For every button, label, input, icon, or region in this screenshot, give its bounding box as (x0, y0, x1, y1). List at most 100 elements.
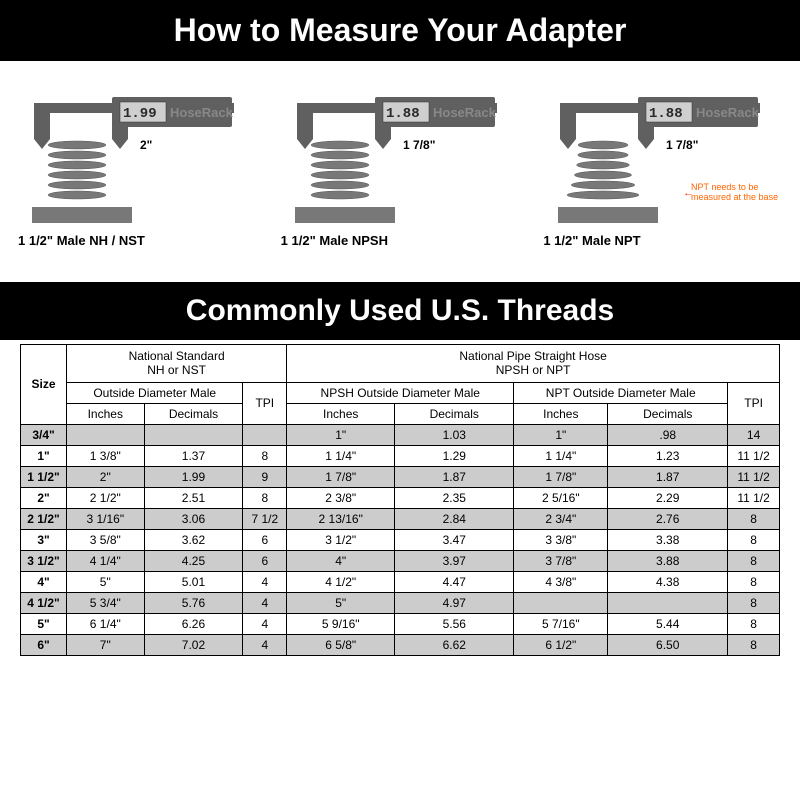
cell-npsh-dec: 4.97 (395, 592, 514, 613)
table-row: 1 1/2"2"1.9991 7/8"1.871 7/8"1.8711 1/2 (21, 466, 780, 487)
cell-ns-tpi: 4 (243, 613, 287, 634)
cell-npsh-dec: 4.47 (395, 571, 514, 592)
cell-ns-in: 6 1/4" (67, 613, 145, 634)
caliper-label: 1 1/2" Male NH / NST (8, 233, 145, 248)
caliper-icon: 1.88 HoseRack 1 7/8" (548, 89, 778, 229)
cell-ns-tpi: 8 (243, 487, 287, 508)
cell-npsh-in: 4" (287, 550, 395, 571)
cell-ns-in: 2 1/2" (67, 487, 145, 508)
cell-ns-tpi: 7 1/2 (243, 508, 287, 529)
caliper-block: 1.99 HoseRack 2" 1 1/2" Male NH / NST (8, 89, 267, 248)
cell-npt-dec: 5.44 (608, 613, 728, 634)
cell-ns-dec: 5.01 (144, 571, 243, 592)
cell-ns-dec: 6.26 (144, 613, 243, 634)
hdr-ns-tpi: TPI (243, 382, 287, 424)
table-row: 2 1/2"3 1/16"3.067 1/22 13/16"2.842 3/4"… (21, 508, 780, 529)
cell-npsh-in: 4 1/2" (287, 571, 395, 592)
hdr-npsh-decimals: Decimals (395, 403, 514, 424)
cell-npt-dec: 4.38 (608, 571, 728, 592)
cell-npsh-dec: 1.87 (395, 466, 514, 487)
cell-size: 3/4" (21, 424, 67, 445)
cell-npsh-in: 1" (287, 424, 395, 445)
cell-npsh-in: 6 5/8" (287, 634, 395, 655)
npt-note: NPT needs to be measured at the base (691, 183, 786, 203)
caliper-block: 1.88 HoseRack 1 7/8" 1 1/2" Male NPSH (271, 89, 530, 248)
cell-npsh-in: 5" (287, 592, 395, 613)
cell-np-tpi: 11 1/2 (728, 487, 780, 508)
cell-np-tpi: 8 (728, 571, 780, 592)
cell-ns-dec: 5.76 (144, 592, 243, 613)
cell-npsh-in: 2 3/8" (287, 487, 395, 508)
cell-ns-tpi: 4 (243, 571, 287, 592)
cell-npt-in: 5 7/16" (514, 613, 608, 634)
cell-size: 1 1/2" (21, 466, 67, 487)
cell-npsh-dec: 2.84 (395, 508, 514, 529)
cell-npt-in: 1 1/4" (514, 445, 608, 466)
cell-np-tpi: 14 (728, 424, 780, 445)
calipers-row: 1.99 HoseRack 2" 1 1/2" Male NH / NST 1.… (0, 61, 800, 262)
cell-size: 5" (21, 613, 67, 634)
table-banner: Commonly Used U.S. Threads (0, 282, 800, 340)
table-row: 3"3 5/8"3.6263 1/2"3.473 3/8"3.388 (21, 529, 780, 550)
cell-ns-tpi: 8 (243, 445, 287, 466)
cell-npt-dec: 1.23 (608, 445, 728, 466)
cell-np-tpi: 8 (728, 550, 780, 571)
svg-text:HoseRack: HoseRack (433, 105, 497, 120)
cell-npsh-in: 1 1/4" (287, 445, 395, 466)
cell-npsh-in: 1 7/8" (287, 466, 395, 487)
cell-ns-dec: 3.06 (144, 508, 243, 529)
cell-npt-in: 4 3/8" (514, 571, 608, 592)
cell-npt-in: 6 1/2" (514, 634, 608, 655)
top-banner: How to Measure Your Adapter (0, 0, 800, 61)
caliper-icon: 1.99 HoseRack 2" (22, 89, 252, 229)
cell-npsh-dec: 5.56 (395, 613, 514, 634)
hdr-npsh-inches: Inches (287, 403, 395, 424)
table-row: 3 1/2"4 1/4"4.2564"3.973 7/8"3.888 (21, 550, 780, 571)
cell-ns-in: 2" (67, 466, 145, 487)
cell-npt-in (514, 592, 608, 613)
cell-size: 2 1/2" (21, 508, 67, 529)
cell-np-tpi: 8 (728, 613, 780, 634)
cell-npsh-dec: 2.35 (395, 487, 514, 508)
table-row: 6"7"7.0246 5/8"6.626 1/2"6.508 (21, 634, 780, 655)
cell-ns-tpi: 4 (243, 634, 287, 655)
threads-table: Size National StandardNH or NST National… (20, 344, 780, 656)
cell-ns-dec: 4.25 (144, 550, 243, 571)
cell-np-tpi: 11 1/2 (728, 466, 780, 487)
hdr-npt-inches: Inches (514, 403, 608, 424)
hdr-npsh-od: NPSH Outside Diameter Male (287, 382, 514, 403)
cell-npsh-in: 5 9/16" (287, 613, 395, 634)
svg-text:1.88: 1.88 (649, 106, 683, 122)
cell-ns-in: 7" (67, 634, 145, 655)
table-row: 1"1 3/8"1.3781 1/4"1.291 1/4"1.2311 1/2 (21, 445, 780, 466)
cell-ns-in: 3 5/8" (67, 529, 145, 550)
table-row: 3/4"1"1.031".9814 (21, 424, 780, 445)
cell-npsh-dec: 6.62 (395, 634, 514, 655)
cell-size: 6" (21, 634, 67, 655)
svg-text:1 7/8": 1 7/8" (403, 138, 435, 152)
cell-ns-dec: 7.02 (144, 634, 243, 655)
svg-text:1.88: 1.88 (386, 106, 420, 122)
caliper-block: 1.88 HoseRack 1 7/8" 1 1/2" Male NPT←NPT… (533, 89, 792, 248)
cell-size: 3" (21, 529, 67, 550)
cell-size: 2" (21, 487, 67, 508)
svg-text:HoseRack: HoseRack (696, 105, 760, 120)
hdr-ns-decimals: Decimals (144, 403, 243, 424)
cell-ns-dec: 1.99 (144, 466, 243, 487)
table-row: 5"6 1/4"6.2645 9/16"5.565 7/16"5.448 (21, 613, 780, 634)
cell-ns-dec (144, 424, 243, 445)
cell-npt-dec (608, 592, 728, 613)
cell-ns-dec: 3.62 (144, 529, 243, 550)
cell-size: 3 1/2" (21, 550, 67, 571)
cell-npt-dec: 3.88 (608, 550, 728, 571)
cell-npt-in: 3 3/8" (514, 529, 608, 550)
cell-ns-tpi: 6 (243, 529, 287, 550)
cell-ns-in: 5 3/4" (67, 592, 145, 613)
cell-np-tpi: 8 (728, 634, 780, 655)
hdr-np-group: National Pipe Straight HoseNPSH or NPT (287, 345, 780, 383)
cell-size: 1" (21, 445, 67, 466)
cell-ns-dec: 2.51 (144, 487, 243, 508)
cell-ns-in: 5" (67, 571, 145, 592)
cell-npt-in: 1" (514, 424, 608, 445)
cell-npsh-in: 2 13/16" (287, 508, 395, 529)
